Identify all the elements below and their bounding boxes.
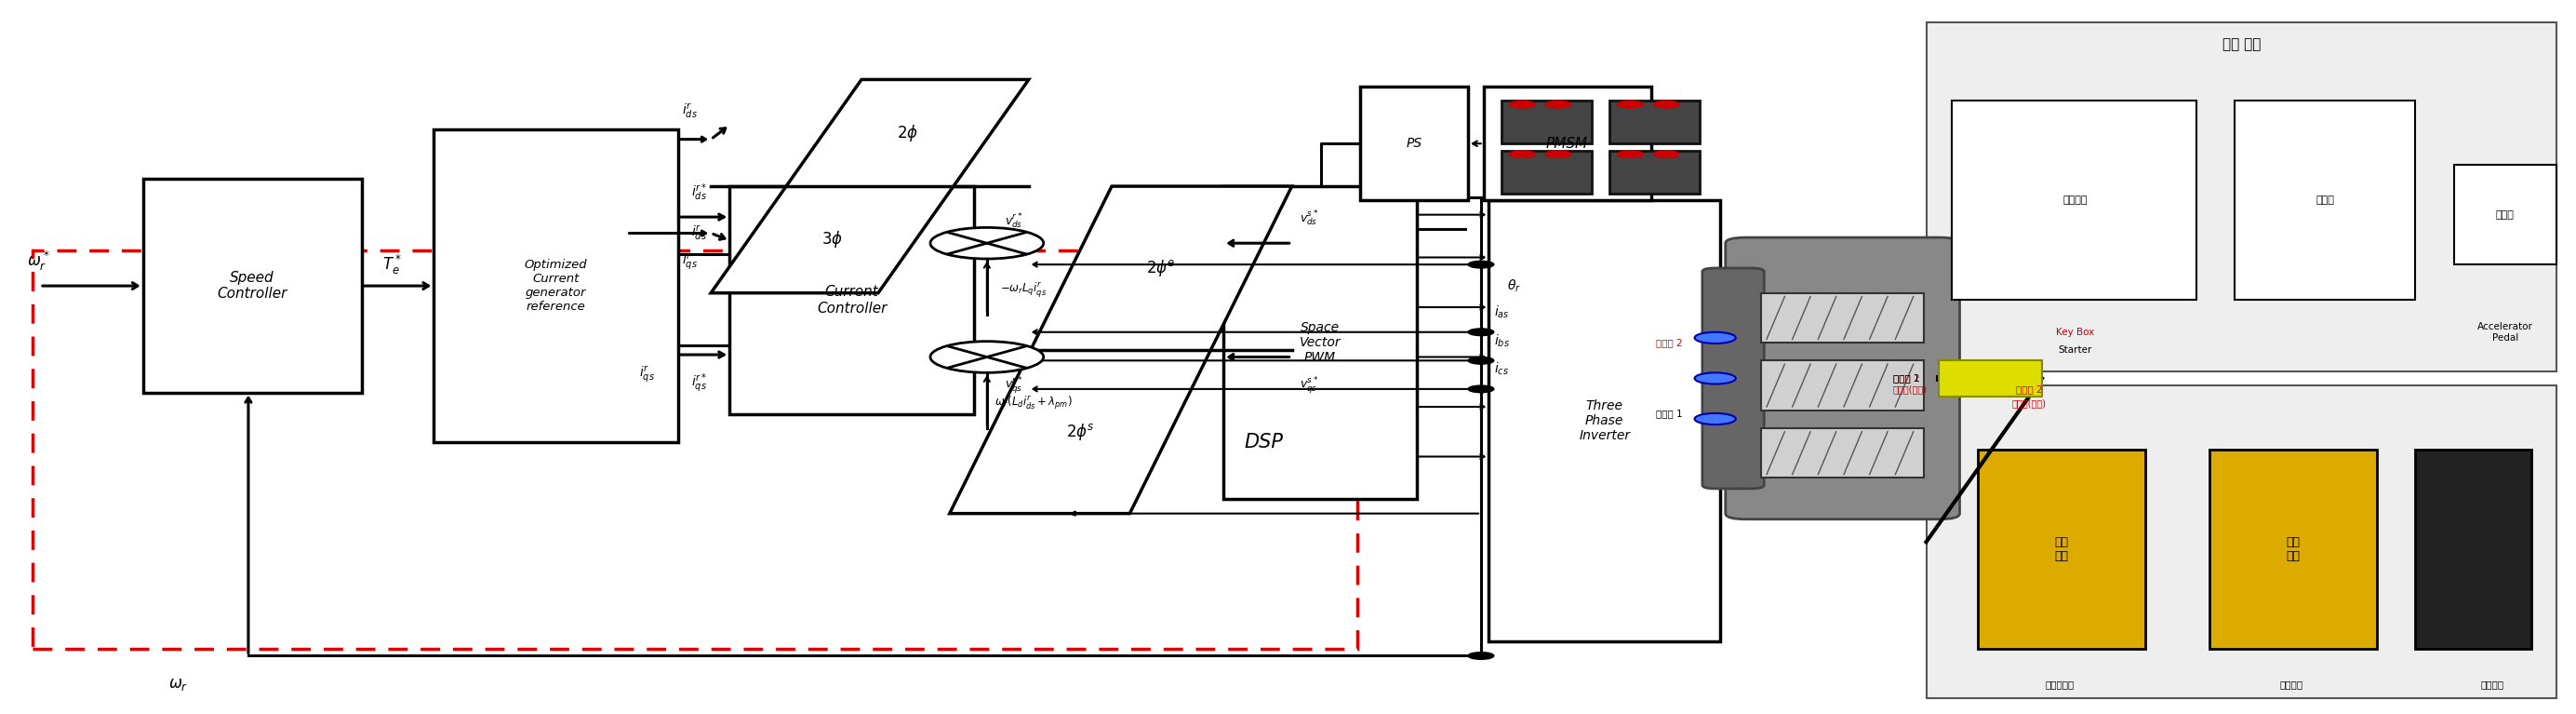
Text: Starter: Starter <box>2058 346 2092 355</box>
Text: $\theta_r$: $\theta_r$ <box>1507 278 1520 294</box>
Text: 완충부장치: 완충부장치 <box>2045 680 2074 689</box>
Text: 커플링 1: 커플링 1 <box>1893 373 1919 383</box>
FancyBboxPatch shape <box>1762 361 1924 411</box>
Text: 커플링 1: 커플링 1 <box>1656 409 1682 418</box>
FancyBboxPatch shape <box>433 129 677 443</box>
Circle shape <box>1468 386 1494 393</box>
FancyBboxPatch shape <box>2455 165 2558 264</box>
FancyBboxPatch shape <box>1978 450 2146 649</box>
Circle shape <box>1695 373 1736 384</box>
FancyBboxPatch shape <box>1502 101 1592 144</box>
FancyBboxPatch shape <box>1927 386 2558 698</box>
Text: $T_e^*$: $T_e^*$ <box>381 253 402 276</box>
Circle shape <box>1695 413 1736 425</box>
Circle shape <box>1468 261 1494 268</box>
FancyBboxPatch shape <box>1484 86 1651 201</box>
FancyBboxPatch shape <box>1940 361 2043 396</box>
FancyBboxPatch shape <box>1726 238 1960 519</box>
Text: $v_{qs}^{r*}$: $v_{qs}^{r*}$ <box>1005 376 1023 396</box>
Text: $v_{ds}^{s*}$: $v_{ds}^{s*}$ <box>1298 208 1319 228</box>
Text: 배터리: 배터리 <box>2496 210 2514 219</box>
Text: 감속기 2: 감속기 2 <box>2017 384 2043 393</box>
FancyBboxPatch shape <box>2236 101 2416 300</box>
Text: Optimized
Current
generator
reference: Optimized Current generator reference <box>526 259 587 313</box>
Circle shape <box>1546 101 1571 108</box>
Text: $2\phi$: $2\phi$ <box>896 123 917 143</box>
Text: $i_{qs}^r$: $i_{qs}^r$ <box>639 364 654 384</box>
Text: 발전기: 발전기 <box>2316 196 2334 205</box>
FancyBboxPatch shape <box>1927 23 2558 371</box>
FancyBboxPatch shape <box>1953 101 2197 300</box>
Text: $i_{cs}$: $i_{cs}$ <box>1494 361 1510 377</box>
FancyBboxPatch shape <box>1762 428 1924 478</box>
FancyBboxPatch shape <box>1360 86 1468 201</box>
Circle shape <box>1695 332 1736 343</box>
Text: $-\omega_r L_q i_{qs}^r$: $-\omega_r L_q i_{qs}^r$ <box>999 280 1046 298</box>
FancyBboxPatch shape <box>1610 151 1700 193</box>
FancyBboxPatch shape <box>1502 151 1592 193</box>
Text: 커플링 2: 커플링 2 <box>1656 338 1682 348</box>
Text: $2\phi^e$: $2\phi^e$ <box>1146 258 1175 278</box>
FancyBboxPatch shape <box>1762 293 1924 343</box>
Circle shape <box>1510 151 1535 158</box>
FancyBboxPatch shape <box>729 186 974 414</box>
Polygon shape <box>951 186 1291 513</box>
Text: $i_{ds}^{r*}$: $i_{ds}^{r*}$ <box>690 181 706 203</box>
FancyBboxPatch shape <box>1224 186 1417 499</box>
FancyBboxPatch shape <box>142 179 361 393</box>
Text: 커플링 2: 커플링 2 <box>1893 373 1919 383</box>
Text: $i_{bs}$: $i_{bs}$ <box>1494 333 1510 348</box>
Text: Three
Phase
Inverter: Three Phase Inverter <box>1579 399 1631 443</box>
Text: $v_{qs}^{s*}$: $v_{qs}^{s*}$ <box>1298 376 1319 396</box>
Text: $i_{as}$: $i_{as}$ <box>1494 304 1510 321</box>
FancyBboxPatch shape <box>1703 268 1765 488</box>
Text: $\omega_r(L_d i_{ds}^r+\lambda_{pm})$: $\omega_r(L_d i_{ds}^r+\lambda_{pm})$ <box>994 395 1072 412</box>
Circle shape <box>1468 357 1494 364</box>
FancyBboxPatch shape <box>1610 101 1700 144</box>
FancyBboxPatch shape <box>2210 450 2378 649</box>
FancyBboxPatch shape <box>1489 201 1721 642</box>
Text: 토크센서: 토크센서 <box>2280 680 2303 689</box>
Text: $\omega_r^*$: $\omega_r^*$ <box>26 249 49 273</box>
Circle shape <box>930 228 1043 258</box>
Text: 토크
센서: 토크 센서 <box>2053 536 2069 562</box>
Text: Space
Vector
PWM: Space Vector PWM <box>1298 321 1342 364</box>
Text: $3\phi$: $3\phi$ <box>822 229 842 250</box>
Text: 엔진본체: 엔진본체 <box>2063 196 2087 205</box>
Circle shape <box>1654 151 1680 158</box>
Text: DSP: DSP <box>1244 433 1283 452</box>
Text: 감속기(비교): 감속기(비교) <box>2012 398 2045 408</box>
Text: PS: PS <box>1406 137 1422 150</box>
Text: 속도센서: 속도센서 <box>2481 680 2504 689</box>
Circle shape <box>1510 101 1535 108</box>
Text: Key Box: Key Box <box>2056 328 2094 337</box>
Text: $i_{ds}^r$: $i_{ds}^r$ <box>690 224 706 243</box>
Text: $\omega_r$: $\omega_r$ <box>167 676 188 693</box>
Circle shape <box>1468 652 1494 659</box>
Text: $v_{ds}^{r*}$: $v_{ds}^{r*}$ <box>1005 212 1023 231</box>
Text: 감속기(비교): 감속기(비교) <box>1893 384 1927 393</box>
Circle shape <box>1654 101 1680 108</box>
Circle shape <box>1546 151 1571 158</box>
Polygon shape <box>711 79 1028 293</box>
Text: Current
Controller: Current Controller <box>817 285 886 315</box>
Text: $i_{qs}^{r*}$: $i_{qs}^{r*}$ <box>690 372 706 395</box>
Text: 속도
센서: 속도 센서 <box>2285 536 2300 562</box>
Text: Accelerator
Pedal: Accelerator Pedal <box>2478 322 2532 342</box>
Text: $i_{qs}^r$: $i_{qs}^r$ <box>683 251 698 272</box>
Circle shape <box>930 341 1043 373</box>
Text: 소형 엔진: 소형 엔진 <box>2223 37 2262 51</box>
Circle shape <box>1618 151 1643 158</box>
Circle shape <box>1468 328 1494 336</box>
Text: $2\phi^s$: $2\phi^s$ <box>1066 421 1095 442</box>
Text: $i_{ds}^r$: $i_{ds}^r$ <box>683 101 698 120</box>
FancyBboxPatch shape <box>2416 450 2532 649</box>
Text: Speed
Controller: Speed Controller <box>216 271 289 301</box>
Text: PMSM: PMSM <box>1546 136 1589 151</box>
Circle shape <box>1618 101 1643 108</box>
